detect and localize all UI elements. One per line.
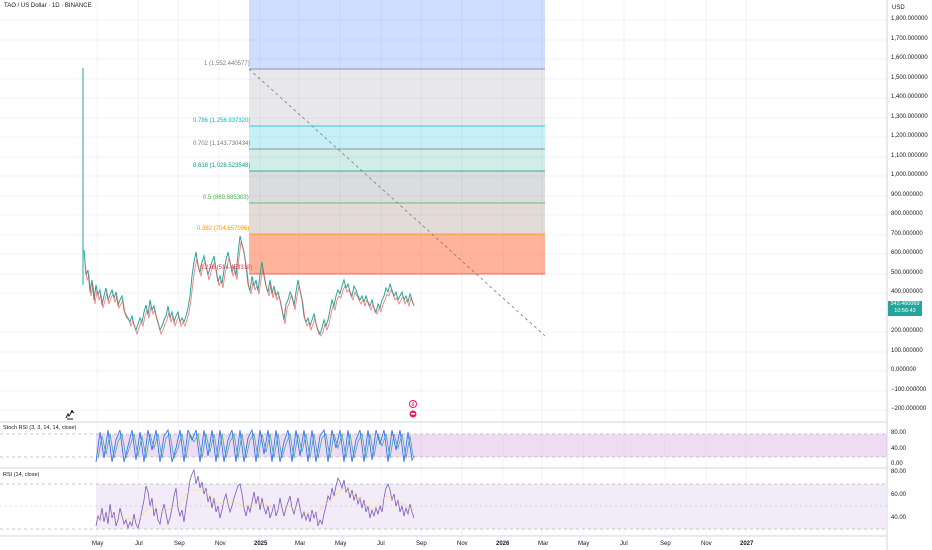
fib-label-0618: 0.618 (1,028.523548) xyxy=(193,163,251,169)
rsi-ma-line xyxy=(95,487,415,521)
price-axis-label: 600.000000 xyxy=(891,250,923,256)
time-axis-label: May xyxy=(92,541,104,547)
time-axis-label: 2027 xyxy=(740,541,754,547)
rsi-axis-label: 40.00 xyxy=(891,515,907,521)
symbol-title[interactable]: TAO / US Dollar · 1D · BINANCE xyxy=(4,3,92,9)
price-axis-label: 200.000000 xyxy=(891,328,923,334)
fib-zone-1-0786 xyxy=(249,69,545,126)
time-axis-label: Mar xyxy=(538,541,549,547)
fib-zone-0618-05 xyxy=(249,171,545,203)
fib-zone-0382-0236 xyxy=(249,234,545,274)
price-axis-label: 1,600.000000 xyxy=(891,55,928,61)
fib-label-0382: 0.382 (704.657096) xyxy=(197,226,250,232)
price-axis-label: 800.000000 xyxy=(891,211,923,217)
stoch-axis-label: 80.00 xyxy=(891,430,907,436)
last-price-value: 343.460069 xyxy=(890,301,920,307)
time-axis-label: Sep xyxy=(660,541,671,547)
fib-zone-extension xyxy=(249,0,545,69)
time-axis-label: May xyxy=(335,541,347,547)
rsi-band xyxy=(96,484,887,529)
price-axis-label: 1,700.000000 xyxy=(891,36,928,42)
stoch-axis-label: 40.00 xyxy=(891,446,907,452)
fib-zone-05-0382 xyxy=(249,203,545,234)
price-axis-label: 1,100.000000 xyxy=(891,153,928,159)
fib-trend-line xyxy=(248,68,546,337)
rsi-axis-label: 80.00 xyxy=(891,469,907,475)
price-axis-label: 700.000000 xyxy=(891,231,923,237)
time-axis-label: May xyxy=(578,541,590,547)
price-series xyxy=(82,68,415,337)
time-axis-label: Mar xyxy=(295,541,306,547)
last-price-tag[interactable]: 343.460069 10:56:43 xyxy=(888,301,922,316)
price-axis-label: 1,800.000000 xyxy=(891,16,928,22)
fib-retracement[interactable] xyxy=(248,0,546,337)
fib-label-1: 1 (1,552.440577) xyxy=(204,61,250,67)
bar-countdown: 10:56:43 xyxy=(894,308,916,314)
time-axis-label: 2026 xyxy=(496,541,510,547)
stoch-rsi-title[interactable]: Stoch RSI (3, 3, 14, 14, close) xyxy=(3,425,77,431)
time-axis-label: 2025 xyxy=(254,541,268,547)
price-axis-label: 900.000000 xyxy=(891,192,923,198)
time-axis-label: Nov xyxy=(701,541,712,547)
rsi-axis-label: 60.00 xyxy=(891,492,907,498)
stoch-rsi-band xyxy=(96,434,887,457)
time-axis-label: Nov xyxy=(215,541,226,547)
price-axis-label: 1,200.000000 xyxy=(891,133,928,139)
time-axis-label: Jul xyxy=(620,541,628,547)
fib-label-0786: 0.786 (1,256.937320) xyxy=(193,118,251,124)
stoch-axis-label: 0.00 xyxy=(891,461,903,467)
price-axis-label: 1,300.000000 xyxy=(891,114,928,120)
price-axis-label: 100.000000 xyxy=(891,348,923,354)
time-axis-label: Sep xyxy=(416,541,427,547)
tradingview-logo-icon[interactable] xyxy=(64,409,76,421)
price-axis-label: 500.000000 xyxy=(891,270,923,276)
price-axis-label: −100.000000 xyxy=(891,387,927,393)
time-axis-label: Jul xyxy=(135,541,143,547)
fib-label-0236: 0.236 (514.453318) xyxy=(200,265,253,271)
price-axis-label: 1,400.000000 xyxy=(891,94,928,100)
price-axis-label: 1,000.000000 xyxy=(891,172,928,178)
price-axis-label: 400.000000 xyxy=(891,289,923,295)
fib-label-0702: 0.702 (1,143.730434) xyxy=(193,141,251,147)
price-axis-label: −200.000000 xyxy=(891,406,927,412)
price-axis-label: 1,500.000000 xyxy=(891,75,928,81)
rsi-line xyxy=(95,468,415,530)
fib-zone-0786-0702 xyxy=(249,126,545,149)
rsi-pane xyxy=(0,468,887,530)
stoch-rsi-pane xyxy=(0,428,887,463)
stoch-rsi-d-line xyxy=(97,432,414,460)
time-axis-label: Nov xyxy=(457,541,468,547)
rsi-title[interactable]: RSI (14, close) xyxy=(3,472,40,478)
time-axis-label: Sep xyxy=(174,541,185,547)
fib-label-05: 0.5 (869.885303) xyxy=(203,195,249,201)
fib-zone-0702-0618 xyxy=(249,149,545,171)
time-axis-label: Jul xyxy=(377,541,385,547)
price-axis-label: 0.000000 xyxy=(891,367,917,373)
currency-label[interactable]: USD xyxy=(892,5,905,11)
